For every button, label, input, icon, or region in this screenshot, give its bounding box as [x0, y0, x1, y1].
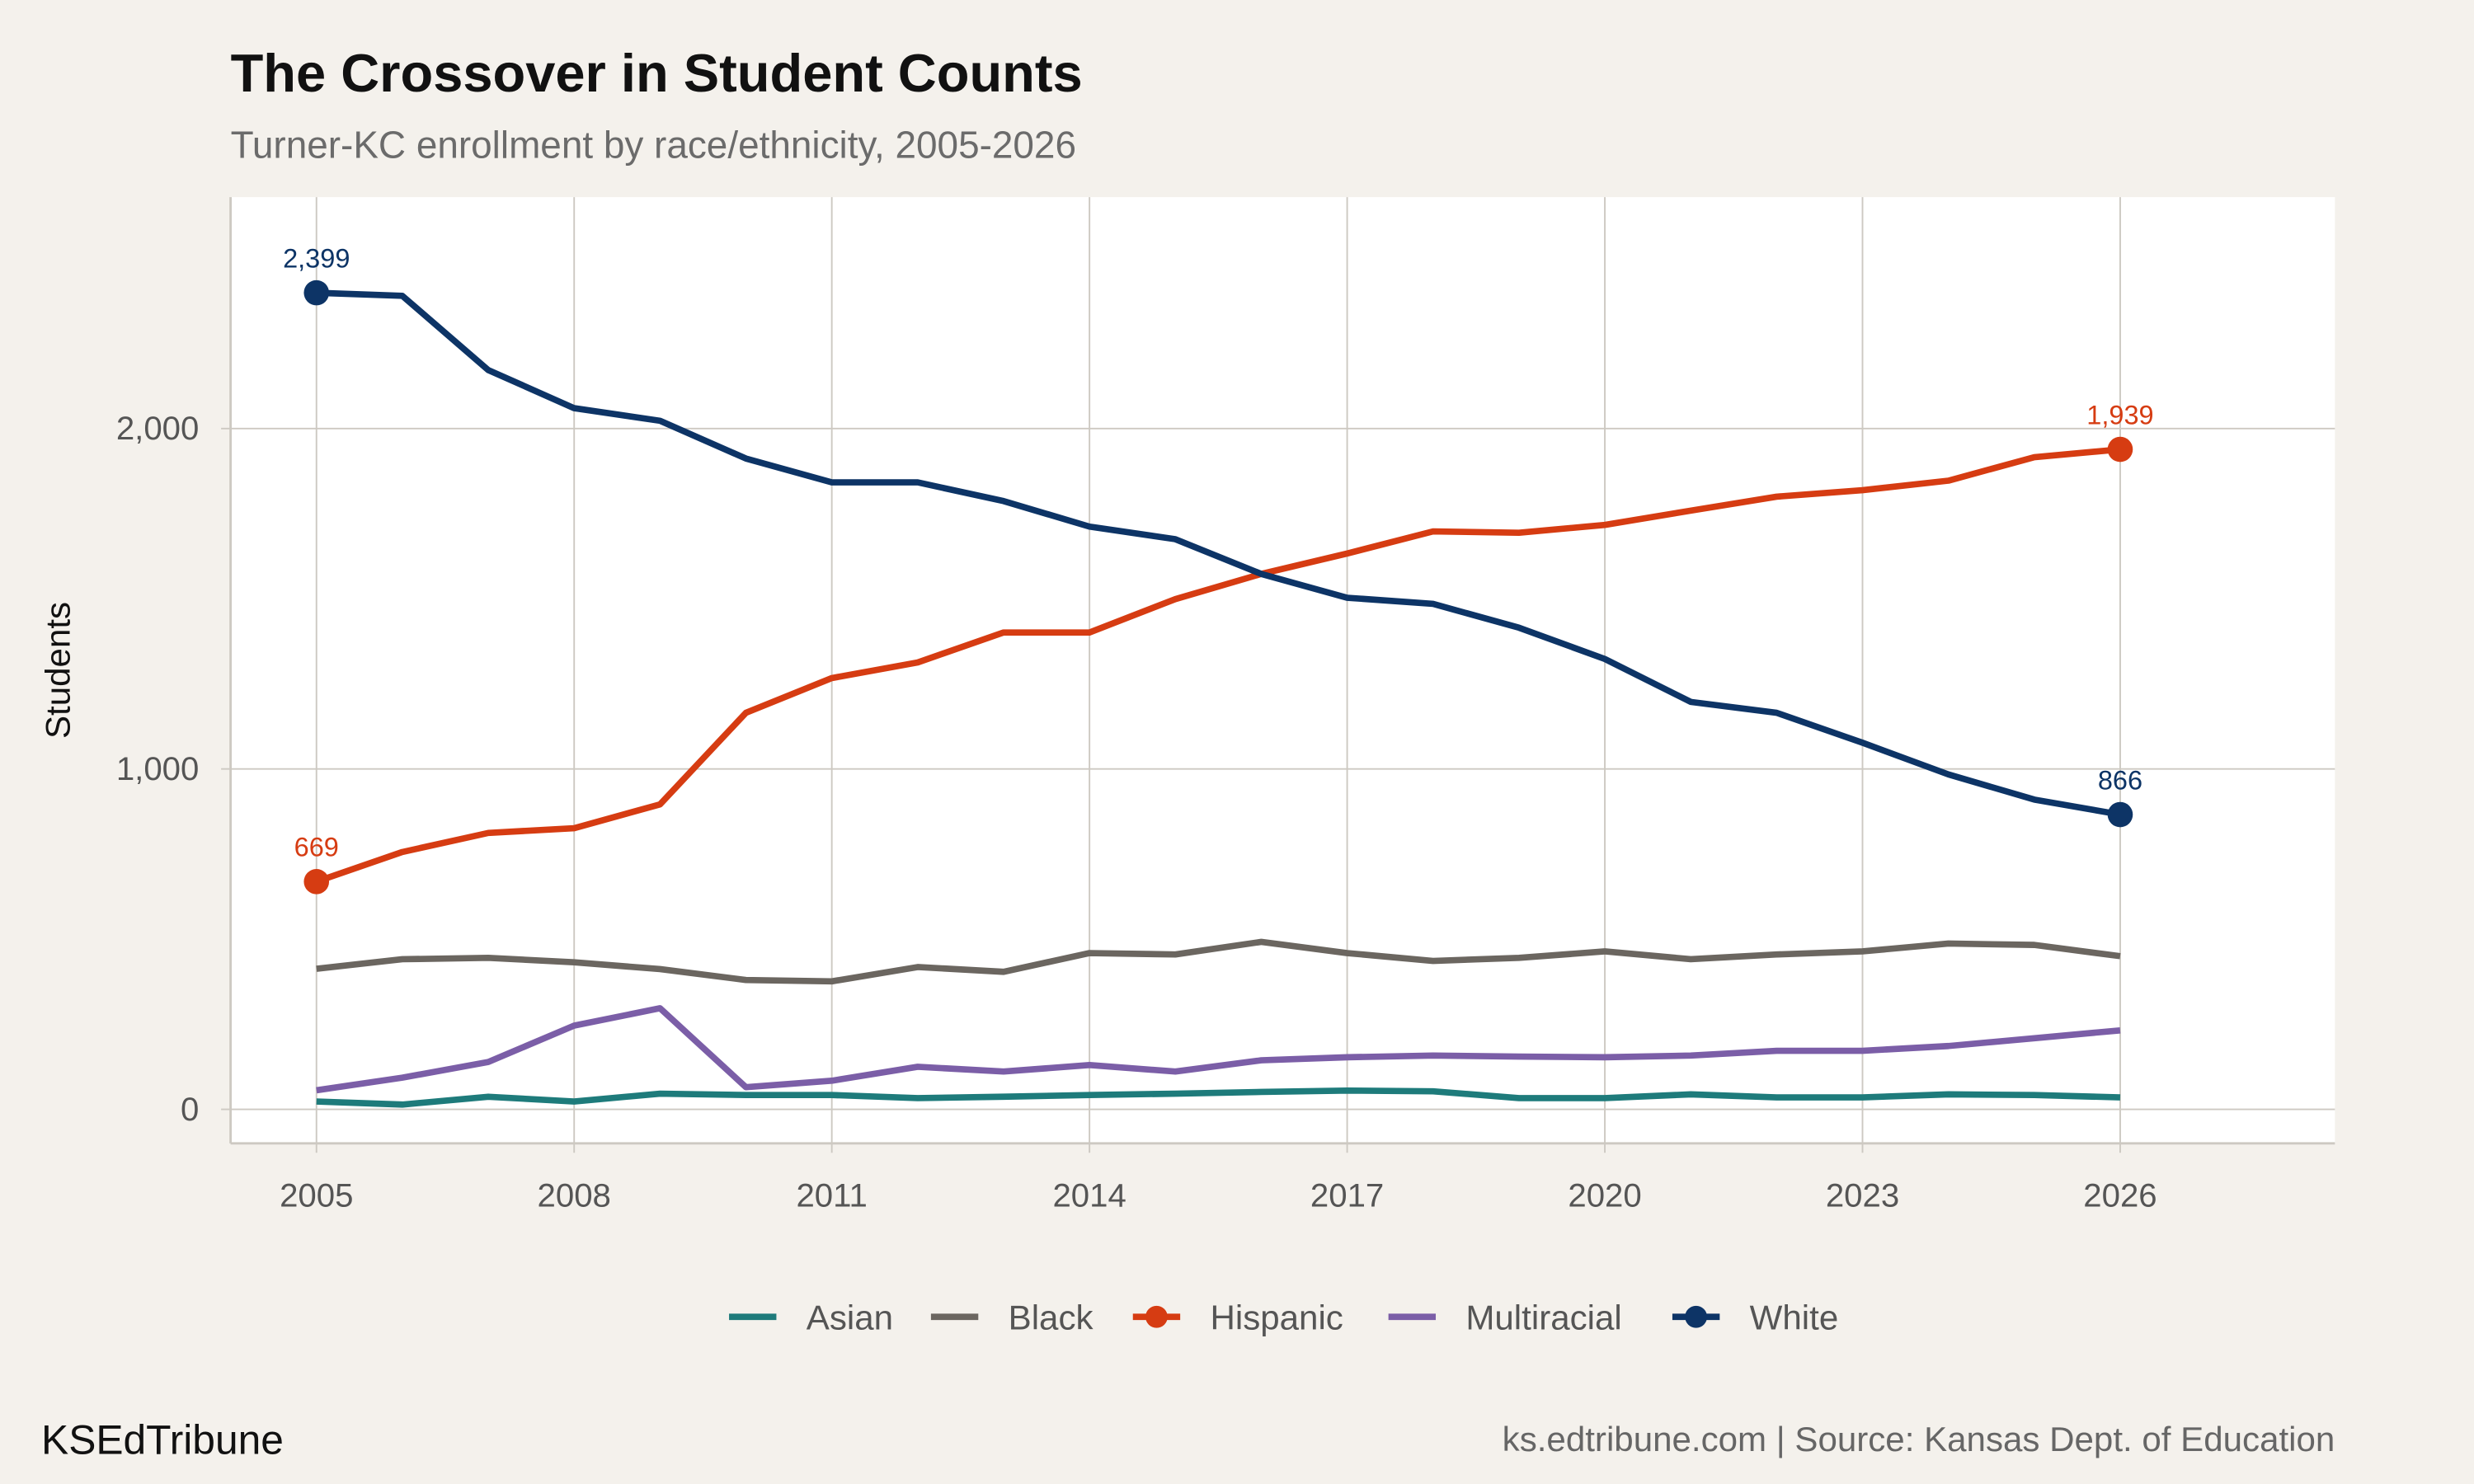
series-lines [315, 289, 2121, 1108]
data-point-white [303, 279, 330, 306]
source-note: ks.edtribune.com | Source: Kansas Dept. … [1503, 1420, 2335, 1458]
data-point-hispanic [2107, 436, 2133, 463]
gridlines [221, 197, 2335, 1153]
x-tick-label: 2005 [280, 1176, 353, 1214]
y-tick-label: 1,000 [116, 750, 200, 787]
x-tick-label: 2020 [1568, 1176, 1641, 1214]
legend-point-white [1685, 1305, 1708, 1328]
x-tick-label: 2023 [1826, 1176, 1899, 1214]
data-point-white [2107, 801, 2133, 828]
legend-point-hispanic [1145, 1305, 1168, 1328]
y-axis-label: Students [38, 602, 77, 739]
legend-label: Multiracial [1465, 1298, 1621, 1337]
x-tick-label: 2008 [538, 1176, 611, 1214]
plot-panel [230, 197, 2335, 1144]
series-line-white [316, 289, 2121, 818]
x-tick-label: 2011 [796, 1176, 867, 1214]
series-line-hispanic [315, 446, 2121, 885]
series-line-multiracial [316, 1005, 2121, 1094]
y-tick-label: 2,000 [116, 410, 200, 447]
legend-label: Black [1009, 1298, 1094, 1337]
data-labels: 2,399 866 669 1,939 [283, 244, 2154, 895]
data-label: 866 [2098, 765, 2142, 795]
legend: Asian Black Hispanic Multiracial White [729, 1298, 1838, 1337]
chart-title: The Crossover in Student Counts [231, 43, 1083, 103]
series-line-asian [316, 1087, 2121, 1108]
data-point-hispanic [303, 869, 330, 895]
chart-subtitle: Turner-KC enrollment by race/ethnicity, … [231, 123, 1076, 166]
legend-label: Hispanic [1210, 1298, 1343, 1337]
y-tick-label: 0 [181, 1091, 199, 1128]
x-tick-label: 2026 [2083, 1176, 2157, 1214]
brand-logo-text: KSEdTribune [41, 1417, 284, 1463]
data-label: 2,399 [283, 244, 350, 274]
x-tick-label: 2014 [1052, 1176, 1126, 1214]
series-line-black [316, 938, 2121, 985]
axes: 2005 2008 2011 2014 2017 2020 2023 2026 0 1,000 2,… [116, 197, 2335, 1214]
x-tick-label: 2017 [1310, 1176, 1384, 1214]
data-label: 1,939 [2086, 400, 2153, 430]
data-label: 669 [294, 833, 339, 862]
legend-label: White [1750, 1298, 1839, 1337]
legend-label: Asian [807, 1298, 893, 1337]
